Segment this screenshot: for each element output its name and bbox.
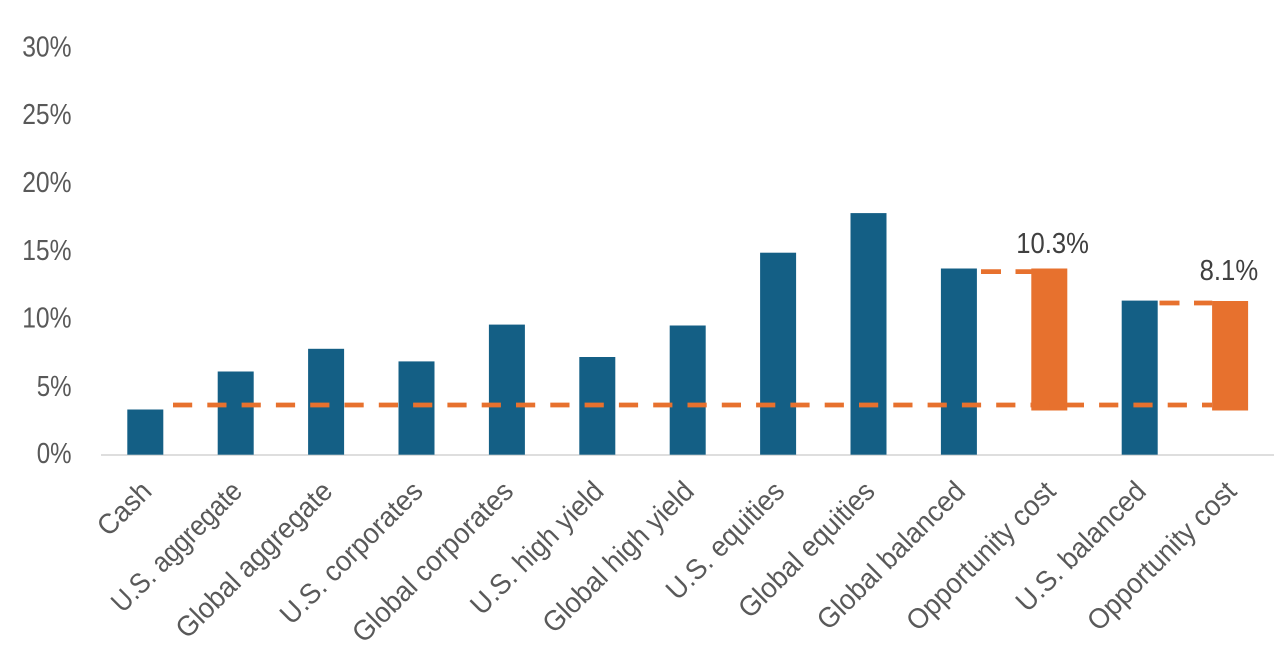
svg-text:Global aggregate: Global aggregate [170, 475, 339, 644]
svg-text:10%: 10% [22, 303, 71, 335]
svg-text:30%: 30% [22, 31, 71, 63]
svg-text:5%: 5% [37, 371, 72, 403]
svg-text:Global high yield: Global high yield [536, 475, 700, 639]
svg-text:25%: 25% [22, 99, 71, 131]
svg-text:20%: 20% [22, 167, 71, 199]
svg-text:Cash: Cash [91, 475, 158, 542]
svg-text:10.3%: 10.3% [1016, 228, 1089, 260]
svg-text:15%: 15% [22, 235, 71, 267]
svg-text:8.1%: 8.1% [1200, 255, 1259, 287]
svg-text:Global corporates: Global corporates [346, 475, 520, 649]
svg-text:0%: 0% [37, 438, 72, 470]
